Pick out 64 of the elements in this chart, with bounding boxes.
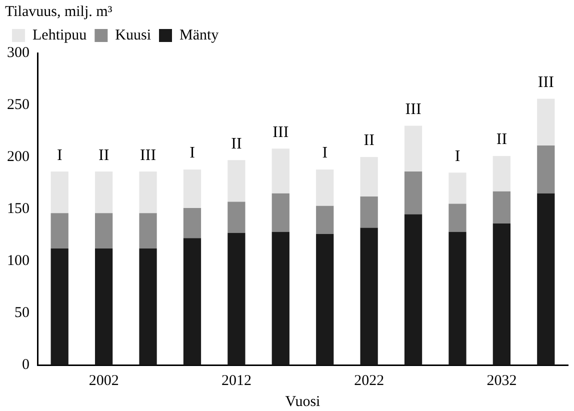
bar [272,193,290,232]
bar [448,172,466,204]
y-tick-label: 100 [7,252,30,269]
bar [139,172,157,214]
annotation: II [364,132,374,150]
y-axis-title: Tilavuus, milj. m³ [5,4,113,20]
bar [360,196,378,228]
bar [228,232,246,365]
annotation: I [322,144,328,162]
bar [537,146,555,194]
bar [316,206,334,234]
bar [404,214,422,365]
bar [139,213,157,249]
annotation: I [56,146,62,164]
y-tick-label: 0 [22,356,30,373]
y-tick-label: 250 [7,96,30,113]
bar [272,232,290,365]
bar [94,248,113,365]
x-tick-label: 2022 [354,372,384,389]
y-tick-label: 300 [7,44,30,61]
bar [404,172,422,214]
annotation: III [405,101,422,118]
annotation: II [98,146,110,164]
bar [228,160,246,202]
annotation: II [496,131,508,148]
bar [183,238,202,365]
bar [50,248,68,365]
bar [94,172,113,214]
annotation: I [454,148,460,165]
legend-label: Kuusi [115,27,151,44]
annotation: III [140,146,156,164]
bar [316,169,334,206]
bar [139,248,157,365]
annotation: I [190,144,195,162]
bar [360,228,378,365]
bar [404,126,422,172]
bar [50,213,68,249]
x-tick-label: 2032 [486,372,517,389]
x-tick-label: 2012 [221,372,252,389]
bar [448,204,466,232]
bar [228,202,246,233]
bar [183,169,202,208]
bar [537,193,555,365]
legend-label: Lehtipuu [32,27,88,44]
bar [272,148,290,194]
bar [360,157,378,197]
y-tick-label: 50 [14,304,30,321]
bar [50,172,68,214]
annotation: III [272,124,289,141]
annotation: III [538,74,554,91]
legend-label: Mänty [179,27,220,44]
bar [448,232,466,365]
bar [537,98,555,146]
y-tick-label: 200 [7,148,30,165]
bar [94,213,113,249]
bar [492,224,511,365]
x-tick-label: 2002 [88,372,119,389]
annotation: II [231,135,242,152]
y-tick-label: 150 [7,200,30,217]
bar [492,156,511,192]
bar [183,208,202,238]
bar [492,191,511,224]
x-axis-title: Vuosi [285,394,320,410]
bar [316,234,334,365]
